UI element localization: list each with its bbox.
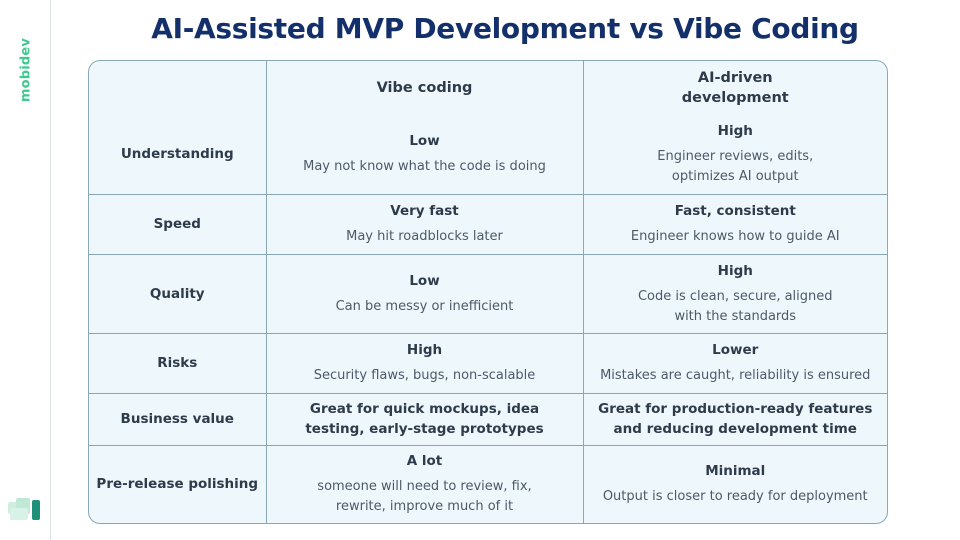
cell-level: Low [409,272,440,289]
column-header-line: development [681,90,789,106]
ai-cell: High Engineer reviews, edits, optimizes … [582,115,887,195]
cell-detail: someone will need to review, fix, rewrit… [273,477,577,517]
cell-level: High [717,262,753,279]
cell-level-line: testing, early-stage prototypes [305,421,544,437]
page-title: AI-Assisted MVP Development vs Vibe Codi… [151,12,859,45]
cell-level: High [717,123,753,140]
cell-level: High [406,342,443,358]
cell-detail: Mistakes are caught, reliability is ensu… [590,366,882,386]
detail-line: Code is clean, secure, aligned [637,288,833,304]
cell-detail: May not know what the code is doing [273,157,577,177]
vibe-cell: Great for quick mockups, idea testing, e… [265,392,584,446]
cell-level-line: Great for quick mockups, idea [309,401,540,417]
row-label: Risks [89,332,267,394]
detail-line: Can be messy or inefficient [335,298,514,314]
cell-detail: Engineer reviews, edits, optimizes AI ou… [590,147,882,187]
cell-level: A lot [406,453,443,470]
cell-detail: Security flaws, bugs, non-scalable [273,366,577,386]
cell-detail: Can be messy or inefficient [273,297,577,317]
brand-logo: mobidev [18,37,34,103]
cell-detail: May hit roadblocks later [273,227,577,247]
ai-cell: Minimal Output is closer to ready for de… [582,444,887,523]
brand-mark-icon [8,498,40,520]
vibe-cell: Low May not know what the code is doing [265,115,584,195]
detail-line: Engineer reviews, edits, [657,149,814,165]
cell-detail: Output is closer to ready for deployment [590,487,882,507]
ai-cell: Lower Mistakes are caught, reliability i… [582,332,887,394]
column-header-line: Vibe coding [376,80,473,96]
row-label: Pre-release polishing [89,444,267,523]
cell-detail: Code is clean, secure, aligned with the … [590,287,882,327]
detail-line: with the standards [674,308,797,324]
cell-level-line: Great for production-ready features [598,401,873,417]
row-label: Understanding [89,115,267,195]
table-header-row: Vibe coding AI-driven development [89,61,887,115]
row-label: Business value [89,392,267,446]
cell-level: Minimal [705,463,766,480]
table-row: Speed Very fast May hit roadblocks later… [89,193,887,255]
ai-cell: Great for production-ready features and … [582,392,887,446]
table-row: Pre-release polishing A lot someone will… [89,444,887,523]
cell-level-line: and reducing development time [613,421,857,437]
detail-line: Output is closer to ready for deployment [602,489,868,505]
cell-level: Lower [712,342,759,358]
cell-detail: Engineer knows how to guide AI [590,227,882,247]
vibe-cell: A lot someone will need to review, fix, … [265,444,584,523]
cell-level: Low [409,133,440,150]
row-label: Quality [89,253,267,334]
vibe-cell: Low Can be messy or inefficient [265,253,584,334]
table-row: Business value Great for quick mockups, … [89,392,887,446]
detail-line: May not know what the code is doing [303,159,546,175]
detail-line: Engineer knows how to guide AI [630,229,840,244]
detail-line: rewrite, improve much of it [335,499,514,515]
table-row: Quality Low Can be messy or inefficient … [89,253,887,334]
column-header-ai-driven: AI-driven development [582,61,887,115]
cell-level: Fast, consistent [674,203,796,219]
ai-cell: High Code is clean, secure, aligned with… [582,253,887,334]
detail-line: Mistakes are caught, reliability is ensu… [600,368,871,383]
detail-line: optimizes AI output [671,169,799,185]
cell-level: Very fast [390,203,459,219]
column-header-line: AI-driven [697,70,773,86]
row-label: Speed [89,193,267,255]
ai-cell: Fast, consistent Engineer knows how to g… [582,193,887,255]
column-header-vibe-coding: Vibe coding [265,61,584,115]
table-row: Understanding Low May not know what the … [89,115,887,195]
table-row: Risks High Security flaws, bugs, non-sca… [89,332,887,394]
corner-cell [89,61,267,115]
vibe-cell: Very fast May hit roadblocks later [265,193,584,255]
vibe-cell: High Security flaws, bugs, non-scalable [265,332,584,394]
left-sidebar: mobidev [0,0,51,540]
detail-line: Security flaws, bugs, non-scalable [313,368,536,383]
detail-line: May hit roadblocks later [346,229,503,244]
detail-line: someone will need to review, fix, [317,479,532,495]
comparison-table: Vibe coding AI-driven development Unders… [88,60,888,524]
